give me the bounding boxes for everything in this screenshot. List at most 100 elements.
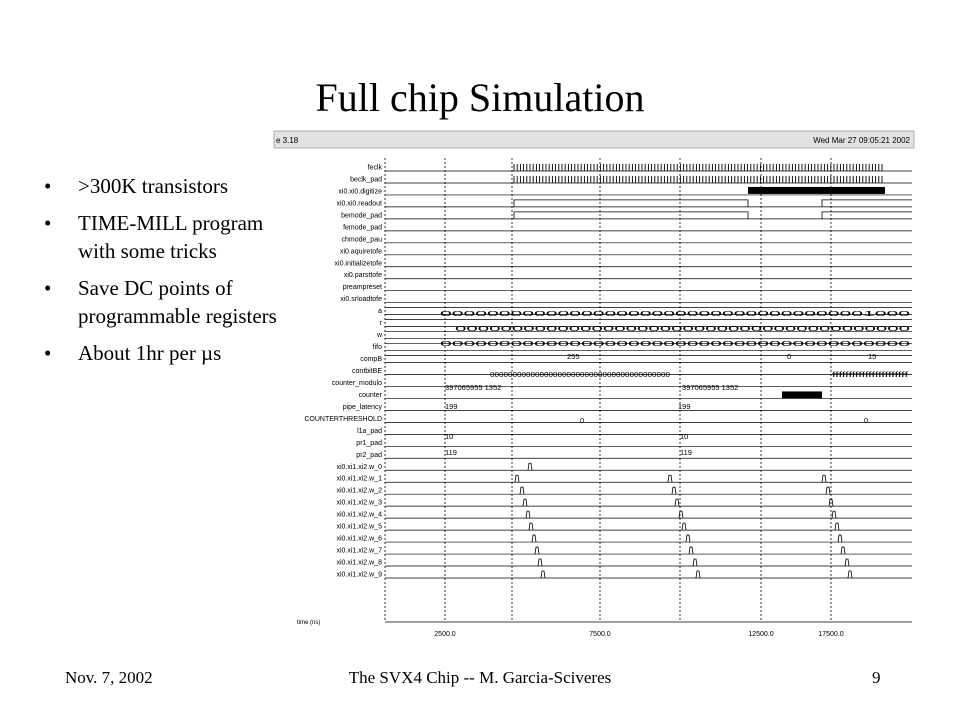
waveform-header-bar bbox=[273, 130, 915, 149]
bullet-item: • About 1hr per µs bbox=[40, 339, 290, 367]
signal-label: xi0.initializetofe bbox=[335, 260, 383, 267]
word-pulse bbox=[681, 522, 687, 531]
word-pulse bbox=[537, 558, 543, 567]
bus-value-fifo: 0 bbox=[787, 352, 791, 361]
word-pulse bbox=[834, 522, 840, 531]
word-pulse bbox=[825, 486, 831, 495]
bus-value-counter-modulo: 199 bbox=[678, 402, 691, 411]
slide-title: Full chip Simulation bbox=[315, 75, 645, 120]
word-pulse bbox=[821, 474, 827, 483]
word-pulse bbox=[695, 570, 701, 579]
signal-label: fifo bbox=[373, 344, 382, 351]
bus-value-contbitBE: 397065955 1352 bbox=[445, 383, 501, 392]
signal-label: xi0.xi1.xi2.w_2 bbox=[336, 488, 382, 495]
word-pulse bbox=[525, 510, 531, 519]
time-axis-label: time (ns) bbox=[297, 620, 320, 626]
signal-label: xi0.xi0.digitize bbox=[338, 188, 382, 195]
bullet-dot: • bbox=[44, 174, 52, 198]
signal-label: xi0.srloadtofe bbox=[340, 296, 382, 303]
footer-page-number: 9 bbox=[872, 668, 881, 687]
bus-value-a: 0000000000000000000000000000000000001000 bbox=[440, 309, 910, 318]
bus-value-fifo: 15 bbox=[868, 352, 876, 361]
bus-value-pipe-latency: 10 bbox=[445, 432, 453, 441]
bullet-item: • TIME-MILL program with some tricks bbox=[40, 209, 290, 265]
signal-label: counter bbox=[359, 392, 383, 399]
signal-labels: feclk beclk_pad xi0.xi0.digitize xi0.xi0.re… bbox=[304, 165, 383, 579]
word-pulse bbox=[667, 474, 673, 483]
bullet-dot: • bbox=[44, 211, 52, 235]
waveform-header-right: Wed Mar 27 09:05:21 2002 bbox=[813, 136, 910, 145]
signal-label: a bbox=[378, 308, 382, 315]
signal-label: w bbox=[376, 332, 383, 339]
word-pulse bbox=[692, 558, 698, 567]
bemode-trace bbox=[513, 211, 912, 219]
bullet-text: About 1hr per µs bbox=[78, 341, 222, 365]
signal-label: compB bbox=[360, 356, 382, 363]
bullet-item: • Save DC points of programmable register… bbox=[40, 274, 290, 330]
word-pulse bbox=[847, 570, 853, 579]
waveform-header-left: e 3.18 bbox=[276, 136, 299, 145]
signal-label: chmode_pau bbox=[342, 236, 383, 243]
signal-label: xi0.xi1.xi2.w_7 bbox=[336, 548, 382, 555]
signal-label: bemode_pad bbox=[341, 212, 382, 219]
word-pulse bbox=[837, 534, 843, 543]
word-pulse bbox=[531, 534, 537, 543]
word-pulse bbox=[514, 474, 520, 483]
signal-label: femode_pad bbox=[343, 224, 382, 231]
signal-label: l1a_pad bbox=[357, 428, 382, 435]
signal-label: xi0.xi1.xi2.w_5 bbox=[336, 524, 382, 531]
signal-label: xi0.parsttofe bbox=[344, 272, 382, 279]
signal-label: xi0.xi1.xi2.w_0 bbox=[336, 464, 382, 471]
signal-label: xi0.xi1.xi2.w_6 bbox=[336, 536, 382, 543]
readout-trace bbox=[513, 199, 912, 207]
signal-label: contbitBE bbox=[352, 368, 382, 375]
signal-label: xi0.xi0.readout bbox=[336, 200, 382, 207]
signal-label: feclk bbox=[368, 165, 383, 172]
bus-value-w: 0000000000000000000000000000000000000000 bbox=[440, 339, 910, 348]
digitize-pulse bbox=[748, 186, 885, 194]
signal-traces bbox=[385, 164, 912, 579]
bus-value-compB: 0000000000000000000000000000000000000000 bbox=[490, 370, 670, 379]
counter-active-block bbox=[782, 391, 822, 399]
signal-label: xi0.xi1.xi2.w_8 bbox=[336, 560, 382, 567]
word-pulse bbox=[528, 522, 534, 531]
bus-value-fifo: 255 bbox=[567, 352, 580, 361]
x-tick-label: 7500.0 bbox=[589, 631, 611, 638]
footer-title: The SVX4 Chip -- M. Garcia-Sciveres bbox=[348, 668, 612, 687]
signal-label: beclk_pad bbox=[350, 176, 382, 183]
bullet-text: >300K transistors bbox=[78, 174, 229, 198]
signal-label: pr1_pad bbox=[356, 440, 382, 447]
signal-label: pr2_pad bbox=[356, 452, 382, 459]
bullet-dot: • bbox=[44, 341, 52, 365]
word-pulse bbox=[678, 510, 684, 519]
word-pulse bbox=[831, 510, 837, 519]
x-tick-label: 2500.0 bbox=[434, 631, 456, 638]
signal-label: r bbox=[380, 320, 383, 327]
word-pulse bbox=[534, 546, 540, 555]
bus-value-counter-modulo: 199 bbox=[445, 402, 458, 411]
bus-value-counterthreshold: 119 bbox=[445, 448, 457, 457]
bus-value-compB: fffffffffffffffffffffff bbox=[832, 370, 910, 379]
signal-label: counter_modulo bbox=[332, 380, 382, 387]
signal-label: pipe_latency bbox=[343, 404, 383, 411]
bus-value-counterthreshold: 119 bbox=[680, 448, 692, 457]
bus-value-contbitBE: 397065955 1352 bbox=[682, 383, 738, 392]
bus-value-r: 0000000000000000000000000000000000000000 bbox=[455, 324, 910, 333]
signal-label: preampreset bbox=[343, 284, 382, 291]
word-pulse bbox=[840, 546, 846, 555]
signal-label: xi0.xi1.xi2.w_1 bbox=[336, 476, 382, 483]
signal-label: COUNTERTHRESHOLD bbox=[304, 416, 382, 423]
signal-label: xi0.aquiretofe bbox=[340, 248, 382, 255]
word-pulse bbox=[688, 546, 694, 555]
word-pulse bbox=[519, 486, 525, 495]
time-grid bbox=[384, 158, 912, 623]
word-pulse bbox=[540, 570, 546, 579]
signal-label: xi0.xi1.xi2.w_9 bbox=[336, 571, 382, 578]
footer-date: Nov. 7, 2002 bbox=[65, 668, 153, 687]
word-pulse bbox=[674, 498, 680, 507]
bus-value-counter: 0 bbox=[580, 416, 584, 425]
bullet-dot: • bbox=[44, 276, 52, 300]
bus-value-counter: 0 bbox=[864, 416, 868, 425]
bullet-list: • >300K transistors • TIME-MILL program wi… bbox=[40, 172, 290, 376]
